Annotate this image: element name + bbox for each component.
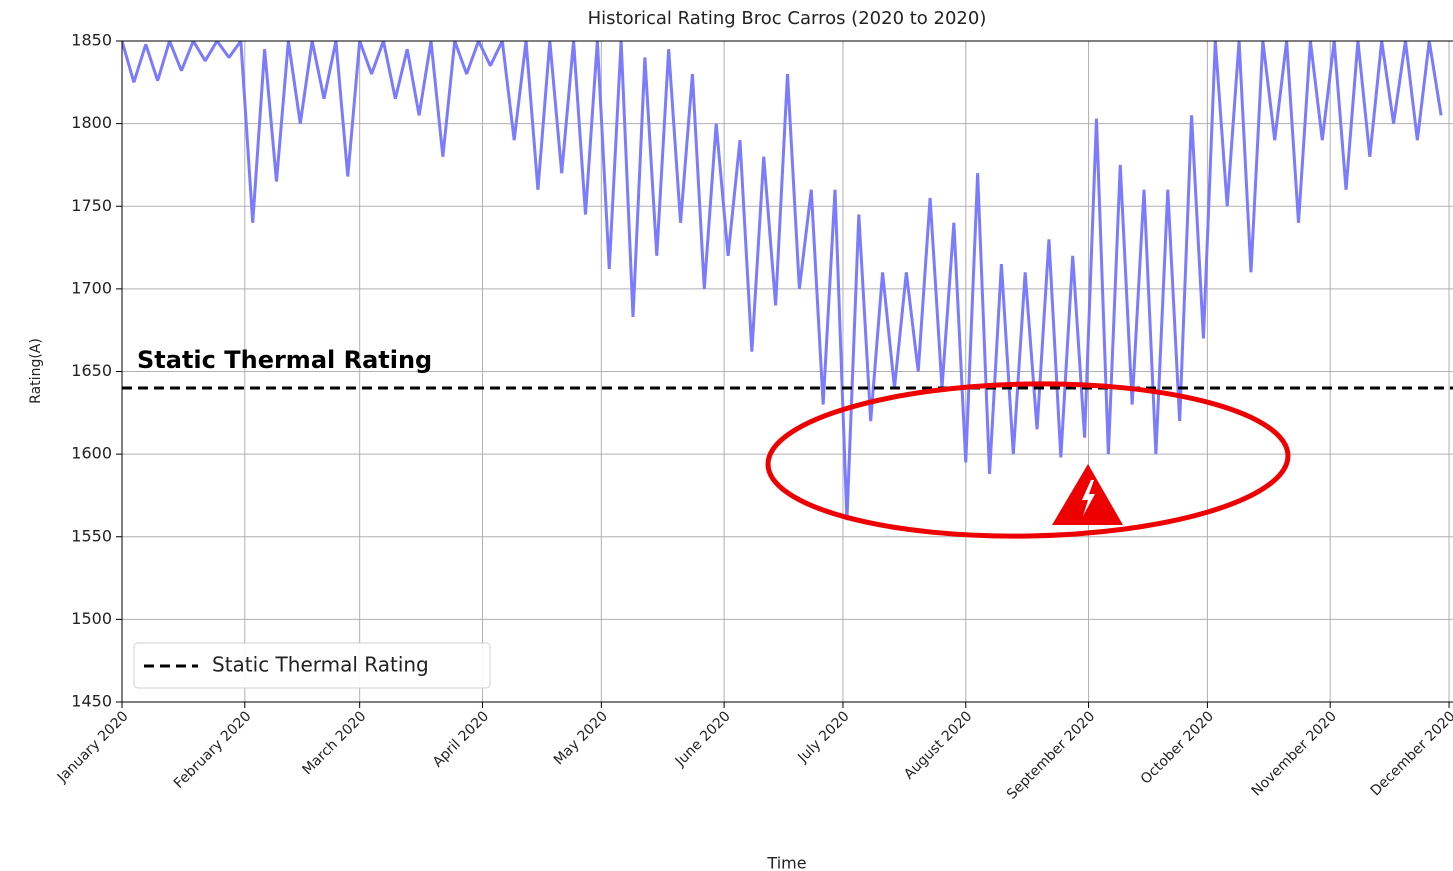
x-tick-label: June 2020: [672, 708, 734, 770]
annotation: Static Thermal Rating: [137, 346, 432, 374]
x-tick-label: April 2020: [430, 708, 492, 770]
lightning-bolt: [1082, 480, 1095, 516]
x-axis-label: Time: [766, 854, 806, 871]
y-axis-label: Rating(A): [28, 338, 44, 404]
x-tick-label: February 2020: [171, 708, 255, 792]
y-tick-label: 1450: [71, 692, 112, 711]
x-tick-label: July 2020: [794, 708, 852, 766]
x-tick-label: May 2020: [551, 708, 611, 768]
y-tick-label: 1500: [71, 609, 112, 628]
y-tick-label: 1800: [71, 113, 112, 132]
chart-title: Historical Rating Broc Carros (2020 to 2…: [588, 8, 987, 29]
x-tick-label: September 2020: [1004, 708, 1098, 802]
x-tick-label: October 2020: [1138, 708, 1217, 787]
rating-line: [122, 41, 1443, 521]
x-tick-label: January 2020: [54, 708, 132, 786]
legend-label: Static Thermal Rating: [212, 653, 429, 677]
y-tick-label: 1550: [71, 526, 112, 545]
y-tick-label: 1750: [71, 196, 112, 215]
x-tick-label: December 2020: [1368, 708, 1453, 799]
y-tick-label: 1700: [71, 278, 112, 297]
y-tick-label: 1850: [71, 31, 112, 50]
highlight-ellipse: [765, 381, 1291, 539]
x-tick-label: March 2020: [299, 708, 369, 778]
x-tick-label: November 2020: [1249, 708, 1340, 799]
y-tick-label: 1600: [71, 444, 112, 463]
x-tick-label: August 2020: [901, 708, 975, 782]
plot-area: [122, 41, 1453, 521]
y-tick-label: 1650: [71, 361, 112, 380]
legend-box: [133, 642, 491, 689]
